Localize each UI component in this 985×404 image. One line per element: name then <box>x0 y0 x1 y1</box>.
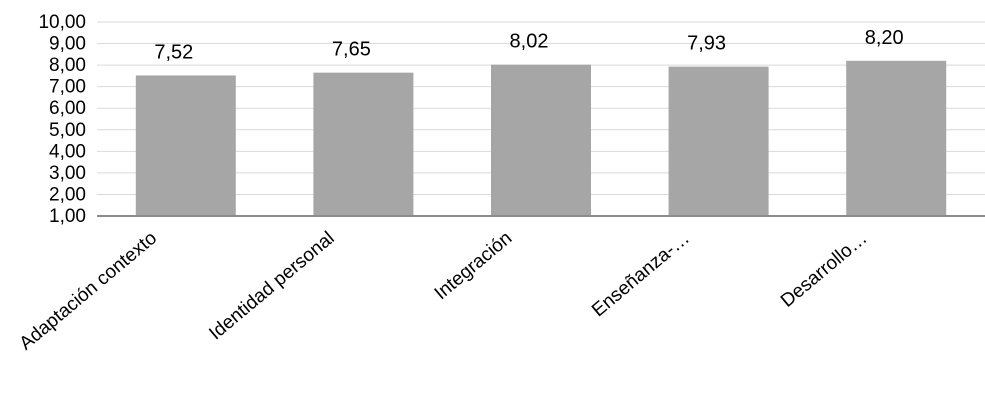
y-tick-label: 5,00 <box>49 120 86 141</box>
bar <box>313 72 414 217</box>
y-tick-label: 10,00 <box>38 12 86 33</box>
data-label: 7,93 <box>687 33 726 55</box>
x-category-label: Adaptación contexto <box>16 228 161 355</box>
x-category-label: Enseñanza-… <box>588 228 694 321</box>
data-labels: 7,52 7,65 8,02 7,93 8,20 <box>154 27 903 64</box>
y-tick-label: 8,00 <box>49 55 86 76</box>
data-label: 7,65 <box>332 39 371 61</box>
y-tick-label: 2,00 <box>49 184 86 205</box>
x-category-label: Desarrollo… <box>777 228 871 312</box>
y-tick-label: 9,00 <box>49 34 86 55</box>
bar <box>491 64 591 217</box>
data-label: 7,52 <box>154 41 193 63</box>
data-label: 8,20 <box>865 27 904 49</box>
y-axis-tick-labels: 1,002,003,004,005,006,007,008,009,0010,0… <box>38 12 86 227</box>
data-label: 8,02 <box>510 31 549 53</box>
y-tick-label: 4,00 <box>49 141 86 162</box>
y-tick-label: 1,00 <box>49 206 86 227</box>
bar <box>668 66 769 217</box>
y-tick-label: 3,00 <box>49 163 86 184</box>
x-category-label: Integración <box>431 228 517 305</box>
bar <box>846 60 947 216</box>
x-category-label: Identidad personal <box>205 228 338 345</box>
x-axis-category-labels: Adaptación contexto Identidad personal Int… <box>16 228 872 355</box>
bar <box>135 75 236 216</box>
y-tick-label: 7,00 <box>49 77 86 98</box>
y-tick-label: 6,00 <box>49 98 86 119</box>
bars <box>135 60 947 217</box>
